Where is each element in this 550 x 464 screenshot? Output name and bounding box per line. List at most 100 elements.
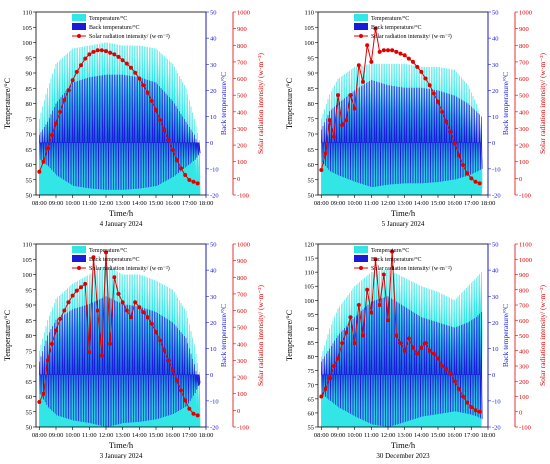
y-right1-tick-label: 40 bbox=[492, 268, 499, 275]
y-left-tick-label: 70 bbox=[26, 364, 33, 371]
y-right1-tick-label: 30 bbox=[492, 294, 499, 301]
solar-radiation-point bbox=[166, 358, 171, 363]
y-left-tick-label: 55 bbox=[26, 409, 33, 416]
solar-radiation-point bbox=[406, 336, 411, 341]
solar-radiation-point bbox=[336, 356, 340, 361]
y-right2-tick-label: 300 bbox=[519, 364, 529, 371]
y-right1-tick-label: 50 bbox=[210, 242, 217, 249]
x-tick-label: 16:00 bbox=[165, 432, 180, 439]
solar-radiation-point bbox=[415, 64, 420, 69]
solar-radiation-point bbox=[386, 318, 390, 323]
solar-radiation-point bbox=[327, 118, 332, 123]
y-right2-label: Solar radiation intensity/ (w·m⁻²) bbox=[256, 53, 265, 154]
y-right2-tick-label: 300 bbox=[237, 126, 247, 133]
y-right1-tick-label: -10 bbox=[210, 398, 219, 405]
y-left-tick-label: 95 bbox=[26, 287, 33, 294]
y-right1-tick-label: -20 bbox=[492, 193, 501, 200]
solar-radiation-point bbox=[348, 93, 353, 98]
y-right2-tick-label: 200 bbox=[237, 143, 247, 150]
x-axis-label: Time/h bbox=[109, 440, 134, 450]
y-left-tick-label: 65 bbox=[308, 147, 315, 154]
y-left-tick-label: 80 bbox=[308, 354, 315, 361]
y-right2-tick-label: 200 bbox=[519, 379, 529, 386]
solar-radiation-point bbox=[162, 348, 167, 353]
y-left-tick-label: 75 bbox=[308, 116, 315, 123]
y-left-tick-label: 105 bbox=[304, 284, 314, 291]
solar-radiation-point bbox=[344, 330, 349, 335]
legend-label: Back temperature/°C bbox=[89, 24, 140, 31]
solar-radiation-point bbox=[386, 48, 390, 53]
plot-area bbox=[319, 249, 483, 427]
legend-label: Solar radiation intensity/ (w·m⁻²) bbox=[371, 33, 452, 40]
x-tick-label: 14:00 bbox=[132, 200, 147, 207]
y-right2-tick-label: 700 bbox=[237, 59, 247, 66]
x-tick-label: 12:00 bbox=[99, 200, 114, 207]
x-tick-label: 13:00 bbox=[115, 200, 130, 207]
y-right2-label: Solar radiation intensity/ (w·m⁻²) bbox=[538, 53, 547, 154]
y-left-tick-label: 110 bbox=[304, 270, 314, 277]
y-right2-tick-label: 1100 bbox=[519, 242, 532, 249]
y-right2-tick-label: 600 bbox=[237, 308, 247, 315]
solar-radiation-point bbox=[361, 333, 365, 338]
x-tick-label: 13:00 bbox=[397, 200, 412, 207]
x-tick-label: 15:00 bbox=[149, 200, 164, 207]
y-right1-tick-label: 30 bbox=[492, 62, 499, 69]
y-left-tick-label: 85 bbox=[308, 86, 315, 93]
solar-radiation-point bbox=[99, 353, 104, 358]
y-right1-tick-label: 20 bbox=[492, 320, 499, 327]
legend-label: Solar radiation intensity/ (w·m⁻²) bbox=[371, 265, 452, 272]
solar-radiation-point bbox=[91, 49, 96, 54]
y-right1-tick-label: 40 bbox=[210, 36, 217, 43]
solar-radiation-point bbox=[187, 178, 192, 183]
y-right1-tick-label: 30 bbox=[210, 294, 217, 301]
y-right2-tick-label: 400 bbox=[237, 341, 247, 348]
y-right2-tick-label: 1000 bbox=[519, 10, 532, 17]
y-left-tick-label: 85 bbox=[26, 86, 33, 93]
legend-swatch bbox=[72, 23, 86, 30]
y-left-tick-label: 110 bbox=[22, 242, 32, 249]
solar-radiation-point bbox=[473, 179, 478, 184]
solar-radiation-point bbox=[66, 88, 71, 93]
y-left-tick-label: 80 bbox=[26, 333, 33, 340]
x-tick-label: 13:00 bbox=[397, 432, 412, 439]
y-right2-tick-label: 1000 bbox=[237, 10, 250, 17]
solar-radiation-point bbox=[95, 308, 100, 313]
legend-swatch bbox=[72, 14, 86, 21]
y-right2-tick-label: 400 bbox=[519, 109, 529, 116]
y-right1-tick-label: 10 bbox=[492, 114, 499, 121]
solar-radiation-point bbox=[104, 49, 108, 54]
legend-label: Back temperature/°C bbox=[371, 24, 422, 31]
y-left-tick-label: 75 bbox=[308, 368, 315, 375]
legend-label: Temperature/°C bbox=[89, 15, 127, 22]
y-right2-label: Solar radiation intensity/ (w·m⁻²) bbox=[256, 285, 265, 386]
solar-radiation-point bbox=[195, 181, 200, 186]
solar-radiation-point bbox=[83, 56, 88, 61]
y-left-tick-label: 85 bbox=[308, 340, 315, 347]
y-right2-tick-label: 400 bbox=[519, 348, 529, 355]
y-left-tick-label: 55 bbox=[308, 425, 315, 432]
solar-radiation-point bbox=[174, 158, 179, 163]
y-right1-tick-label: 10 bbox=[210, 346, 217, 353]
y-right2-tick-label: 100 bbox=[237, 159, 247, 166]
solar-radiation-point bbox=[129, 65, 133, 70]
solar-radiation-point bbox=[191, 411, 196, 416]
solar-radiation-point bbox=[37, 169, 42, 174]
solar-radiation-point bbox=[108, 341, 113, 346]
solar-radiation-point bbox=[323, 386, 328, 391]
y-left-tick-label: 100 bbox=[22, 40, 32, 47]
y-right2-tick-label: -100 bbox=[237, 425, 249, 432]
legend-label: Temperature/°C bbox=[371, 15, 409, 22]
y-left-tick-label: 60 bbox=[308, 410, 315, 417]
solar-radiation-point bbox=[116, 291, 121, 296]
solar-radiation-point bbox=[440, 109, 445, 114]
x-tick-label: 16:00 bbox=[165, 200, 180, 207]
solar-radiation-point bbox=[195, 413, 200, 418]
y-right2-tick-label: -100 bbox=[519, 425, 531, 432]
y-right1-label: Back temperature/°C bbox=[501, 304, 510, 367]
y-right2-tick-label: -100 bbox=[237, 193, 249, 200]
solar-radiation-point bbox=[137, 305, 142, 310]
solar-radiation-point bbox=[74, 69, 79, 74]
solar-radiation-point bbox=[319, 394, 324, 399]
y-right1-tick-label: 0 bbox=[210, 140, 213, 147]
y-right1-tick-label: -20 bbox=[210, 425, 219, 432]
